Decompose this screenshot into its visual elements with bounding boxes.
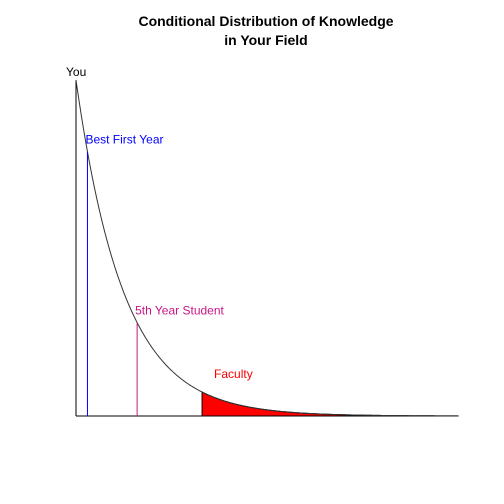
faculty-label: Faculty: [214, 367, 253, 381]
density-curve: [75, 79, 458, 417]
marker-label-1: 5th Year Student: [135, 304, 224, 318]
chart-title-line-2: in Your Field: [224, 32, 308, 48]
faculty-shaded-area: [201, 391, 459, 417]
you-label: You: [66, 65, 86, 79]
plot-area: Best First Year 5th Year Student Faculty Yo…: [66, 65, 459, 417]
marker-label-0: Best First Year: [85, 133, 163, 147]
chart-title-line-1: Conditional Distribution of Knowledge: [138, 13, 393, 29]
